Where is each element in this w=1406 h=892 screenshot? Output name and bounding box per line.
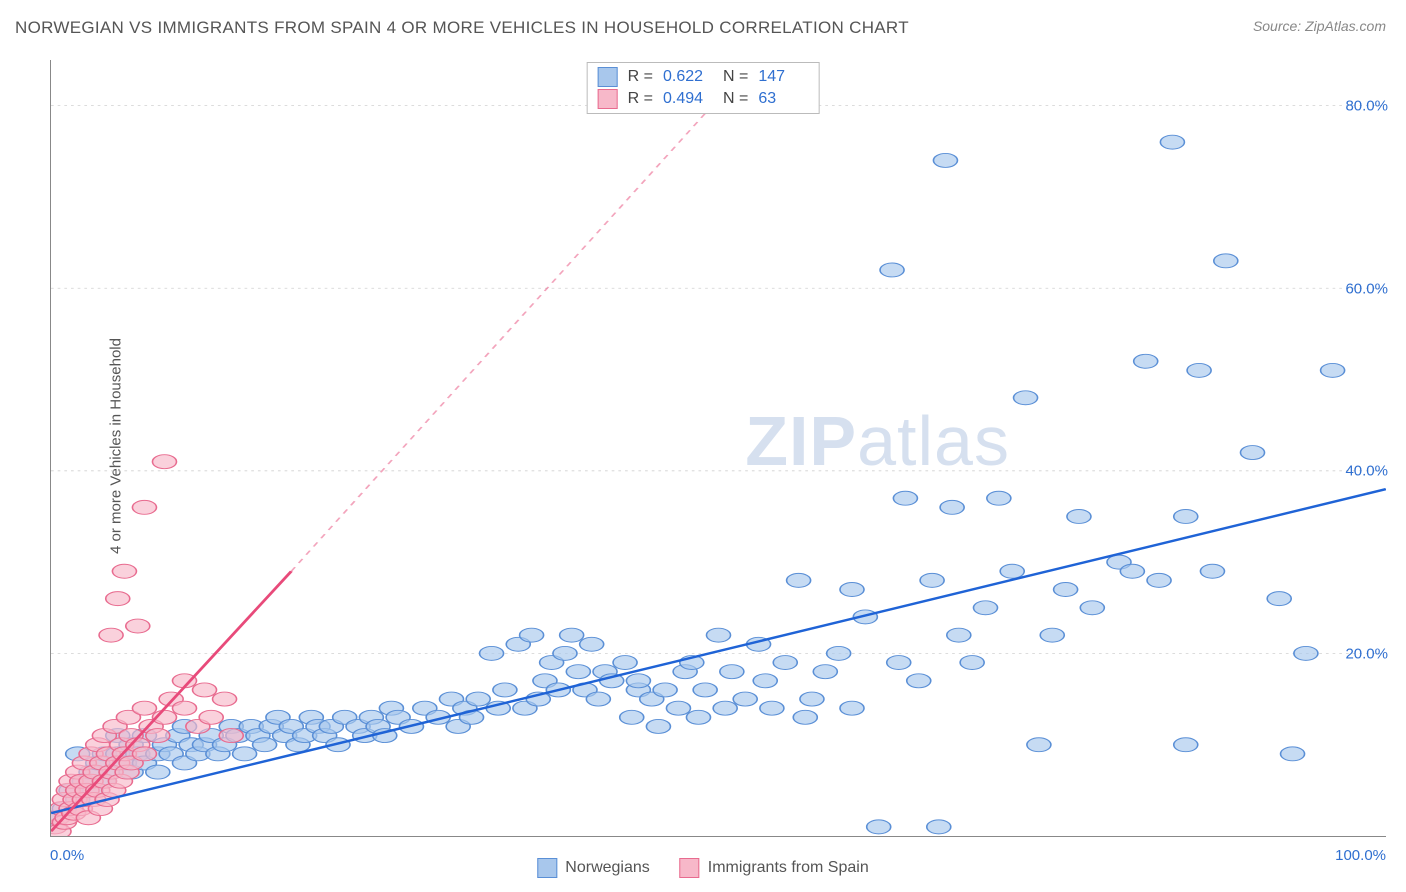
correlation-stats-box: R = 0.622 N = 147 R = 0.494 N = 63: [587, 62, 820, 114]
swatch-norwegians-icon: [537, 858, 557, 878]
legend-label-spain: Immigrants from Spain: [708, 859, 869, 877]
plot-area: ZIPatlas: [50, 60, 1386, 837]
y-tick-label: 80.0%: [1345, 97, 1388, 114]
n-value-spain: 63: [758, 90, 808, 108]
swatch-norwegians-icon: [598, 67, 618, 87]
legend-item-norwegians: Norwegians: [537, 858, 649, 878]
y-tick-label: 20.0%: [1345, 646, 1388, 663]
y-tick-label: 60.0%: [1345, 280, 1388, 297]
legend-item-spain: Immigrants from Spain: [680, 858, 869, 878]
r-value-spain: 0.494: [663, 90, 713, 108]
scatter-plot: [51, 60, 1386, 836]
source-attribution: Source: ZipAtlas.com: [1253, 18, 1386, 34]
chart-title: NORWEGIAN VS IMMIGRANTS FROM SPAIN 4 OR …: [15, 18, 909, 38]
n-label: N =: [723, 68, 748, 86]
stats-row-spain: R = 0.494 N = 63: [598, 88, 809, 110]
n-value-norwegians: 147: [758, 68, 808, 86]
x-axis-max-label: 100.0%: [1335, 847, 1386, 864]
n-label: N =: [723, 90, 748, 108]
y-tick-label: 40.0%: [1345, 463, 1388, 480]
x-axis-min-label: 0.0%: [50, 847, 84, 864]
r-value-norwegians: 0.622: [663, 68, 713, 86]
swatch-spain-icon: [680, 858, 700, 878]
stats-row-norwegians: R = 0.622 N = 147: [598, 66, 809, 88]
r-label: R =: [628, 68, 653, 86]
series-legend: Norwegians Immigrants from Spain: [537, 858, 868, 878]
swatch-spain-icon: [598, 89, 618, 109]
r-label: R =: [628, 90, 653, 108]
legend-label-norwegians: Norwegians: [565, 859, 649, 877]
